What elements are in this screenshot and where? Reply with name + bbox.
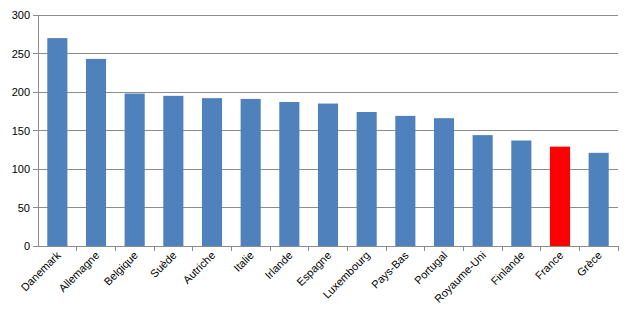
x-tick xyxy=(386,246,387,251)
bar xyxy=(241,99,261,246)
y-tick xyxy=(33,92,38,93)
bar xyxy=(318,104,338,246)
x-tick xyxy=(579,246,580,251)
y-tick-label: 300 xyxy=(12,9,30,21)
bar xyxy=(163,96,183,246)
bar xyxy=(86,59,106,246)
x-tick-label: Luxembourg xyxy=(320,249,372,301)
y-axis xyxy=(38,15,39,246)
x-tick-label: Espagne xyxy=(294,249,333,288)
x-tick xyxy=(192,246,193,251)
x-tick xyxy=(270,246,271,251)
x-tick xyxy=(231,246,232,251)
y-tick xyxy=(33,169,38,170)
y-tick-label: 0 xyxy=(24,240,30,252)
chart-container: 050100150200250300DanemarkAllemagneBelgi… xyxy=(0,0,629,328)
grid-line xyxy=(38,92,618,93)
grid-line xyxy=(38,53,618,54)
x-tick-label: Grèce xyxy=(574,249,604,279)
x-tick-label: France xyxy=(533,249,566,282)
grid-line xyxy=(38,15,618,16)
x-axis xyxy=(38,246,618,247)
bar xyxy=(125,94,145,246)
x-tick xyxy=(424,246,425,251)
x-tick xyxy=(463,246,464,251)
bar xyxy=(434,118,454,246)
y-tick xyxy=(33,53,38,54)
x-tick xyxy=(115,246,116,251)
bar xyxy=(473,135,493,246)
bars xyxy=(47,38,608,246)
x-tick-label: Royaume-Uni xyxy=(432,249,488,305)
grid-line xyxy=(38,246,618,247)
x-tick-label: Belgique xyxy=(101,249,140,288)
y-tick xyxy=(33,207,38,208)
y-tick-label: 100 xyxy=(12,163,30,175)
x-tick xyxy=(618,246,619,251)
x-tick-label: Italie xyxy=(231,249,256,274)
y-tick xyxy=(33,130,38,131)
bar xyxy=(550,147,570,246)
x-tick-label: Portugal xyxy=(412,249,449,286)
y-tick-label: 50 xyxy=(18,202,30,214)
chart-svg: 050100150200250300DanemarkAllemagneBelgi… xyxy=(0,0,629,328)
bar xyxy=(202,98,222,246)
bar xyxy=(47,38,67,246)
y-tick-label: 200 xyxy=(12,86,30,98)
y-tick-label: 150 xyxy=(12,125,30,137)
x-tick xyxy=(154,246,155,251)
bar xyxy=(589,153,609,246)
y-tick-label: 250 xyxy=(12,48,30,60)
x-tick-label: Pays-Bas xyxy=(369,249,411,291)
bar xyxy=(395,116,415,246)
x-tick xyxy=(76,246,77,251)
x-tick xyxy=(502,246,503,251)
x-tick xyxy=(347,246,348,251)
x-tick-label: Suède xyxy=(148,249,179,280)
y-tick xyxy=(33,246,38,247)
x-tick-label: Finlande xyxy=(488,249,526,287)
x-tick xyxy=(308,246,309,251)
y-tick xyxy=(33,15,38,16)
bar xyxy=(357,112,377,246)
bar xyxy=(279,102,299,246)
x-tick-label: Allemagne xyxy=(56,249,101,294)
x-tick xyxy=(540,246,541,251)
bar xyxy=(511,141,531,246)
x-tick-label: Irlande xyxy=(262,249,294,281)
x-tick-label: Autriche xyxy=(180,249,217,286)
